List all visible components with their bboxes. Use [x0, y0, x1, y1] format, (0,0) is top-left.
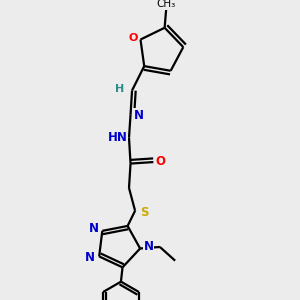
Text: HN: HN	[107, 131, 128, 144]
Text: O: O	[128, 33, 138, 43]
Text: H: H	[115, 84, 124, 94]
Text: N: N	[85, 251, 95, 265]
Text: N: N	[89, 222, 99, 235]
Text: O: O	[155, 155, 165, 168]
Text: S: S	[140, 206, 148, 219]
Text: N: N	[134, 109, 144, 122]
Text: CH₃: CH₃	[157, 0, 176, 9]
Text: N: N	[144, 241, 154, 254]
